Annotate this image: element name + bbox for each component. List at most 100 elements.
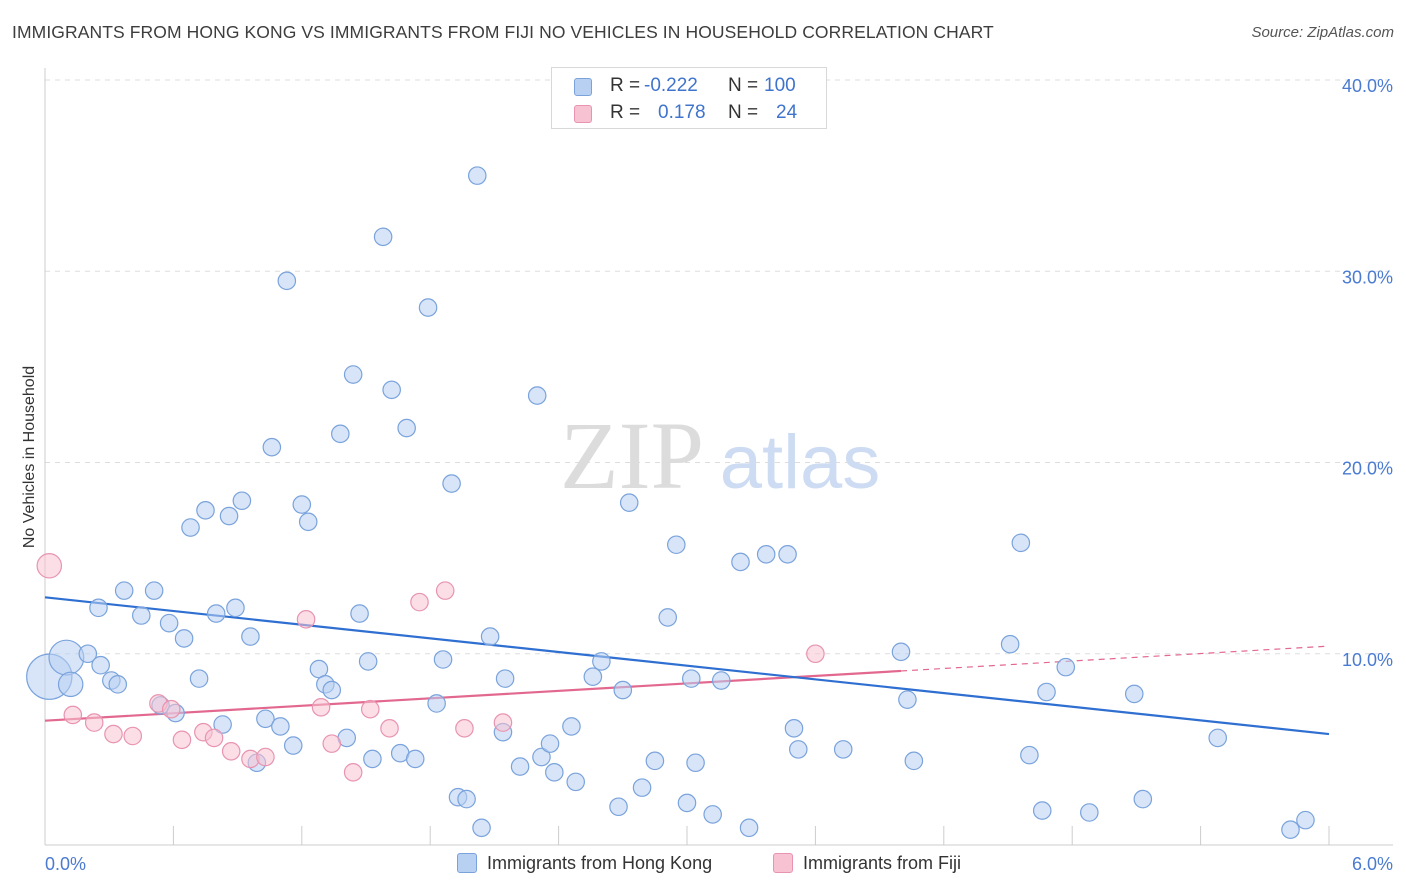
- hong-kong-point: [292, 495, 312, 514]
- hong-kong-point: [703, 805, 722, 824]
- hong-kong-point: [277, 271, 297, 291]
- fiji-point: [343, 763, 363, 782]
- hong-kong-point: [467, 166, 487, 185]
- hong-kong-point: [788, 740, 808, 759]
- hong-kong-point: [91, 655, 110, 675]
- hong-kong-point: [532, 747, 551, 767]
- legend-label-hong-kong: Immigrants from Hong Kong: [487, 853, 713, 873]
- hong-kong-point: [358, 652, 378, 671]
- hong-kong-point: [686, 753, 705, 773]
- hong-kong-point: [1037, 682, 1056, 702]
- hong-kong-point: [219, 506, 239, 526]
- hong-kong-point: [495, 669, 515, 688]
- legend-n-label: N =: [728, 102, 759, 123]
- fiji-point: [455, 719, 474, 738]
- legend-n-value: 24: [776, 102, 798, 123]
- hong-kong-point: [480, 627, 500, 646]
- hong-kong-point: [114, 581, 134, 600]
- hong-kong-point: [562, 717, 581, 736]
- hong-kong-point: [898, 690, 917, 709]
- fiji-point: [322, 734, 342, 753]
- fiji-point: [256, 747, 275, 767]
- hong-kong-point: [350, 604, 369, 623]
- hong-kong-point: [48, 639, 85, 676]
- fiji-point: [221, 741, 241, 761]
- hong-kong-point: [1000, 634, 1020, 654]
- hong-kong-point: [1080, 803, 1099, 822]
- legend-r-label: R =: [610, 75, 641, 96]
- hong-kong-point: [1281, 820, 1300, 839]
- hong-kong-point: [241, 627, 260, 646]
- fiji-point: [172, 730, 192, 750]
- hong-kong-point: [658, 608, 678, 627]
- hong-kong-point: [196, 501, 215, 520]
- legend-swatch-hong-kong: [574, 78, 592, 96]
- hong-kong-point: [397, 418, 416, 438]
- legend-swatch-hong-kong: [457, 853, 477, 873]
- fiji-point: [435, 581, 455, 600]
- legend-n-value: 100: [764, 75, 796, 96]
- hong-kong-point: [778, 545, 797, 564]
- legend-r-value: -0.222: [644, 75, 698, 96]
- legend-r-label: R =: [610, 102, 641, 123]
- hong-kong-point: [256, 709, 275, 729]
- trendlines: [44, 596, 1330, 736]
- chart-title: IMMIGRANTS FROM HONG KONG VS IMMIGRANTS …: [12, 22, 994, 42]
- hong-kong-point: [545, 763, 564, 782]
- hong-kong-point: [283, 736, 303, 755]
- stats-legend: R = -0.222 N = 100 R = 0.178 N = 24: [551, 67, 827, 129]
- hong-kong-point: [442, 474, 461, 493]
- hong-kong-point: [1124, 684, 1144, 704]
- hong-kong-point: [1208, 728, 1228, 748]
- hong-kong-point: [1020, 745, 1039, 765]
- hong-kong-point: [613, 680, 633, 700]
- hong-kong-point: [226, 598, 245, 618]
- hong-kong-point: [343, 365, 363, 384]
- x-tick-label-max: 6.0%: [1352, 854, 1393, 874]
- hong-kong-point: [632, 778, 652, 797]
- hong-kong-point: [833, 740, 853, 759]
- fiji-point: [84, 713, 104, 732]
- hong-kong-point: [331, 424, 350, 444]
- y-axis-label: No Vehicles in Household: [21, 366, 38, 548]
- hong-kong-point: [645, 751, 665, 771]
- hong-kong-point: [159, 613, 179, 633]
- gridlines: [45, 79, 1393, 655]
- hong-kong-point: [891, 642, 911, 662]
- hong-kong-point: [609, 797, 628, 817]
- hong-kong-point: [784, 719, 804, 738]
- hong-kong-point: [433, 650, 453, 669]
- hong-kong-point: [667, 535, 686, 555]
- hong-kong-point: [510, 757, 530, 776]
- hong-kong-point: [619, 493, 639, 512]
- fiji-point: [161, 699, 181, 719]
- hong-kong-point: [363, 749, 382, 769]
- hong-kong-point: [108, 675, 128, 694]
- x-tick-label-min: 0.0%: [45, 854, 86, 874]
- legend-swatch-fiji: [574, 105, 592, 123]
- legend-label-fiji: Immigrants from Fiji: [803, 853, 962, 873]
- hong-kong-point: [405, 749, 425, 769]
- hong-kong-point: [189, 669, 209, 688]
- hong-kong-point: [583, 667, 603, 686]
- fiji-trend-line: [44, 669, 902, 722]
- hong-kong-point: [382, 380, 401, 400]
- hong-kong-point: [1056, 657, 1076, 677]
- hong-kong-point: [418, 298, 438, 317]
- y-tick-label: 20.0%: [1342, 459, 1393, 479]
- y-tick-label: 30.0%: [1342, 267, 1393, 287]
- hong-kong-point: [298, 512, 318, 532]
- hong-kong-point: [57, 671, 84, 698]
- hong-kong-point: [144, 581, 164, 600]
- fiji-point: [296, 610, 316, 629]
- hong-kong-point: [181, 518, 200, 537]
- hong-kong-point: [262, 437, 282, 457]
- fiji-point: [311, 698, 331, 717]
- hong-kong-point: [681, 669, 701, 688]
- hong-kong-point: [132, 606, 151, 625]
- fiji-point: [493, 713, 513, 732]
- hong-kong-point: [213, 715, 232, 734]
- hong-kong-point: [1032, 801, 1052, 820]
- hong-kong-point: [232, 491, 252, 511]
